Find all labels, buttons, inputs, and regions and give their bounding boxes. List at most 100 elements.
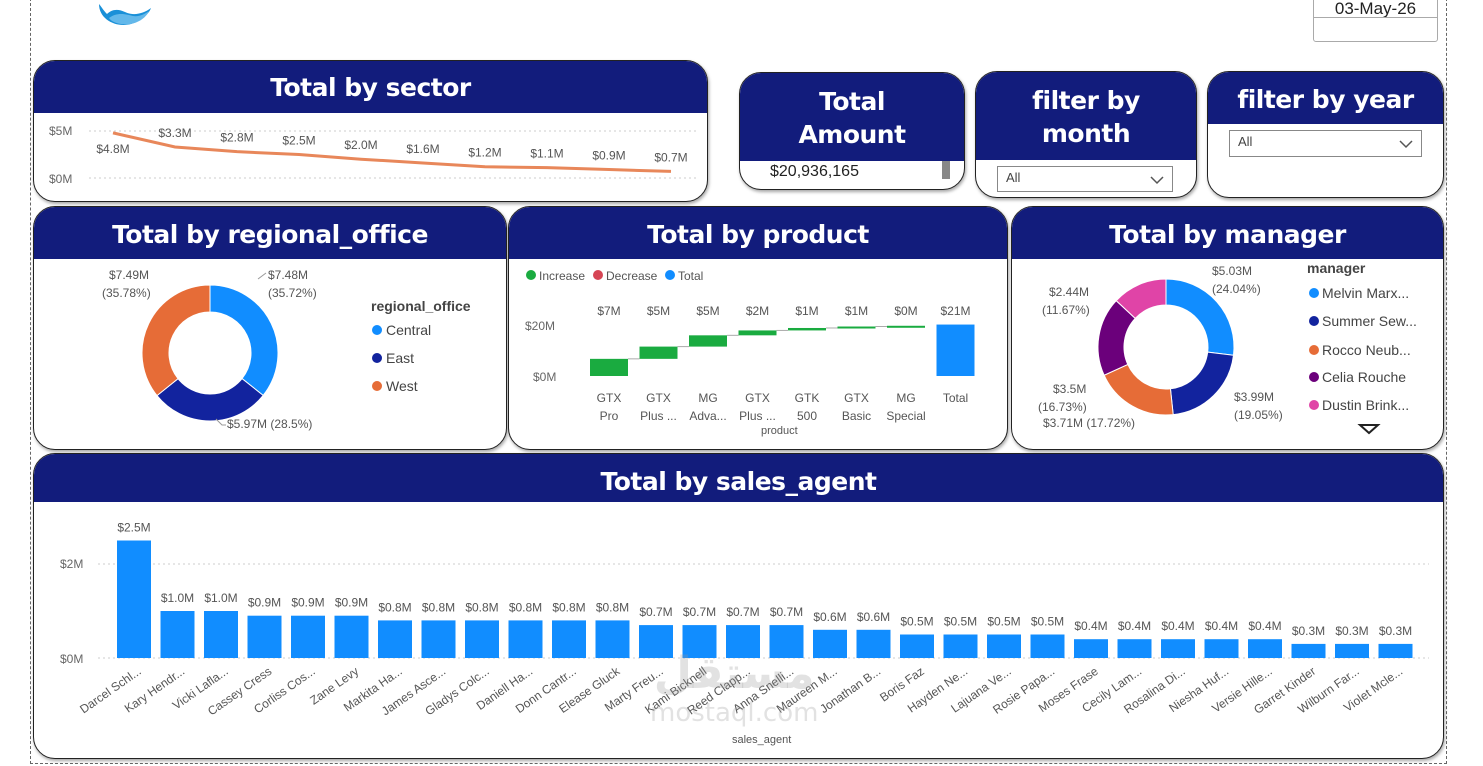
report-canvas — [30, 0, 1447, 764]
filter-month-card: filter by month All — [975, 71, 1197, 198]
product-category-label: MG — [896, 391, 915, 405]
agent-value-label: $0.7M — [683, 605, 716, 619]
manager-label-3: $3.71M (17.72%) — [1043, 416, 1135, 430]
agent-bar[interactable] — [508, 620, 543, 658]
date-card: 03-May-26 — [1313, 0, 1438, 42]
product-bar[interactable] — [689, 335, 727, 347]
agent-bar[interactable] — [465, 620, 499, 658]
agent-bar[interactable] — [813, 629, 847, 658]
legend-item-summer[interactable]: Summer Sew... — [1322, 313, 1417, 329]
agent-bar[interactable] — [204, 611, 238, 658]
product-bar[interactable] — [788, 327, 826, 331]
product-x-title: product — [761, 425, 798, 437]
agent-bar[interactable] — [1117, 639, 1152, 658]
agent-bar[interactable] — [552, 620, 586, 658]
manager-label-4-pct: (16.73%) — [1038, 400, 1087, 414]
agent-bar[interactable] — [769, 625, 804, 658]
sector-line[interactable] — [112, 131, 672, 173]
legend-scroll-down-icon[interactable] — [1357, 424, 1381, 435]
regional-label-east: $5.97M (28.5%) — [227, 417, 312, 431]
agent-bar[interactable] — [421, 620, 456, 658]
regional-slice[interactable] — [156, 377, 264, 422]
agent-bar[interactable] — [1248, 639, 1282, 658]
agent-bar[interactable] — [1030, 634, 1065, 659]
product-card[interactable]: Total by product Increase Decrease Total… — [508, 206, 1008, 450]
legend-decrease[interactable]: Decrease — [606, 269, 658, 283]
regional-slice[interactable] — [141, 284, 211, 397]
agent-bar[interactable] — [378, 620, 412, 658]
product-bar[interactable] — [639, 346, 678, 359]
agent-bar[interactable] — [1161, 639, 1195, 658]
product-category-label: Basic — [842, 409, 871, 423]
manager-donut-chart[interactable]: $5.03M (24.04%) $3.99M (19.05%) $3.71M (… — [1012, 259, 1444, 450]
agent-bar[interactable] — [987, 634, 1021, 659]
product-category-label: GTK — [795, 391, 820, 405]
sector-card[interactable]: Total by sector $5M $0M $4.8M $3.3M $2.8M $… — [33, 60, 708, 202]
agent-bar[interactable] — [334, 615, 369, 658]
agent-bar[interactable] — [682, 625, 717, 658]
agent-bar[interactable] — [1204, 639, 1239, 658]
manager-label-2: $3.99M — [1234, 390, 1274, 404]
month-dropdown[interactable]: All — [997, 166, 1173, 192]
legend-item-celia[interactable]: Celia Rouche — [1322, 369, 1406, 385]
regional-slice[interactable] — [209, 284, 279, 397]
regional-card[interactable]: Total by regional_office $7.48M (35.72%)… — [33, 206, 507, 450]
regional-donut-chart[interactable]: $7.48M (35.72%) $7.49M (35.78%) $5.97M (… — [34, 259, 507, 450]
manager-slice[interactable] — [1169, 351, 1235, 416]
agent-bar[interactable] — [595, 620, 630, 658]
agent-bar[interactable] — [639, 625, 673, 658]
product-category-label: Pro — [600, 409, 619, 423]
agent-value-label: $0.6M — [857, 610, 890, 624]
agent-value-label: $0.4M — [1118, 619, 1151, 633]
total-amount-scrollbar[interactable] — [942, 161, 950, 179]
agent-bar[interactable] — [900, 634, 934, 659]
product-bar[interactable] — [887, 325, 925, 328]
agent-bar[interactable] — [1335, 643, 1369, 658]
legend-item-dustin[interactable]: Dustin Brink... — [1322, 397, 1409, 413]
agent-bar[interactable] — [160, 611, 195, 658]
legend-item-rocco[interactable]: Rocco Neub... — [1322, 342, 1411, 358]
agent-value-label: $0.5M — [900, 615, 933, 629]
agent-bar[interactable] — [1378, 643, 1413, 658]
product-bar[interactable] — [837, 326, 876, 329]
agent-value-label: $0.6M — [813, 610, 846, 624]
total-amount-card: Total Amount $20,936,165 — [739, 72, 965, 190]
sector-line-chart[interactable]: $5M $0M $4.8M $3.3M $2.8M $2.5M $2.0M $1.6M $1… — [34, 113, 708, 202]
product-waterfall-chart[interactable]: Increase Decrease Total $20M $0M $7M GTX P… — [509, 259, 1008, 450]
product-category-label: MG — [698, 391, 717, 405]
year-dropdown[interactable]: All — [1229, 130, 1422, 157]
agent-bar[interactable] — [1074, 639, 1108, 658]
agent-bar[interactable] — [247, 615, 282, 658]
product-value-label: $1M — [845, 304, 868, 318]
product-title: Total by product — [509, 207, 1007, 259]
product-bar[interactable] — [590, 358, 628, 376]
legend-item-melvin[interactable]: Melvin Marx... — [1322, 285, 1409, 301]
legend-total[interactable]: Total — [678, 269, 703, 283]
sales-agent-card[interactable]: Total by sales_agent $2M $0M $2.5M Darcel… — [33, 453, 1444, 759]
manager-card[interactable]: Total by manager $5.03M (24.04%) $3.99M … — [1011, 206, 1444, 450]
product-bar[interactable] — [936, 324, 975, 376]
manager-slice[interactable] — [1115, 278, 1167, 320]
manager-slice[interactable] — [1103, 363, 1174, 416]
sector-data-label: $0.7M — [654, 150, 687, 164]
current-date: 03-May-26 — [1334, 0, 1417, 18]
legend-increase[interactable]: Increase — [539, 269, 585, 283]
agent-bar[interactable] — [856, 629, 891, 658]
product-bar[interactable] — [738, 330, 777, 336]
sector-data-label: $2.0M — [344, 138, 377, 152]
agent-bar[interactable] — [1291, 643, 1326, 658]
total-amount-title-2: Amount — [798, 120, 906, 149]
manager-label-5: $2.44M — [1049, 285, 1089, 299]
agent-value-label: $0.5M — [944, 615, 977, 629]
agent-bar[interactable] — [943, 634, 978, 659]
legend-item-west[interactable]: West — [386, 378, 418, 394]
legend-item-central[interactable]: Central — [386, 322, 431, 338]
product-value-label: $0M — [894, 304, 917, 318]
agent-value-label: $0.8M — [422, 600, 455, 614]
agent-value-label: $0.9M — [291, 596, 324, 610]
agent-bar[interactable] — [117, 540, 151, 659]
agent-bar[interactable] — [726, 625, 760, 658]
agent-bar[interactable] — [291, 615, 325, 658]
legend-item-east[interactable]: East — [386, 350, 414, 366]
